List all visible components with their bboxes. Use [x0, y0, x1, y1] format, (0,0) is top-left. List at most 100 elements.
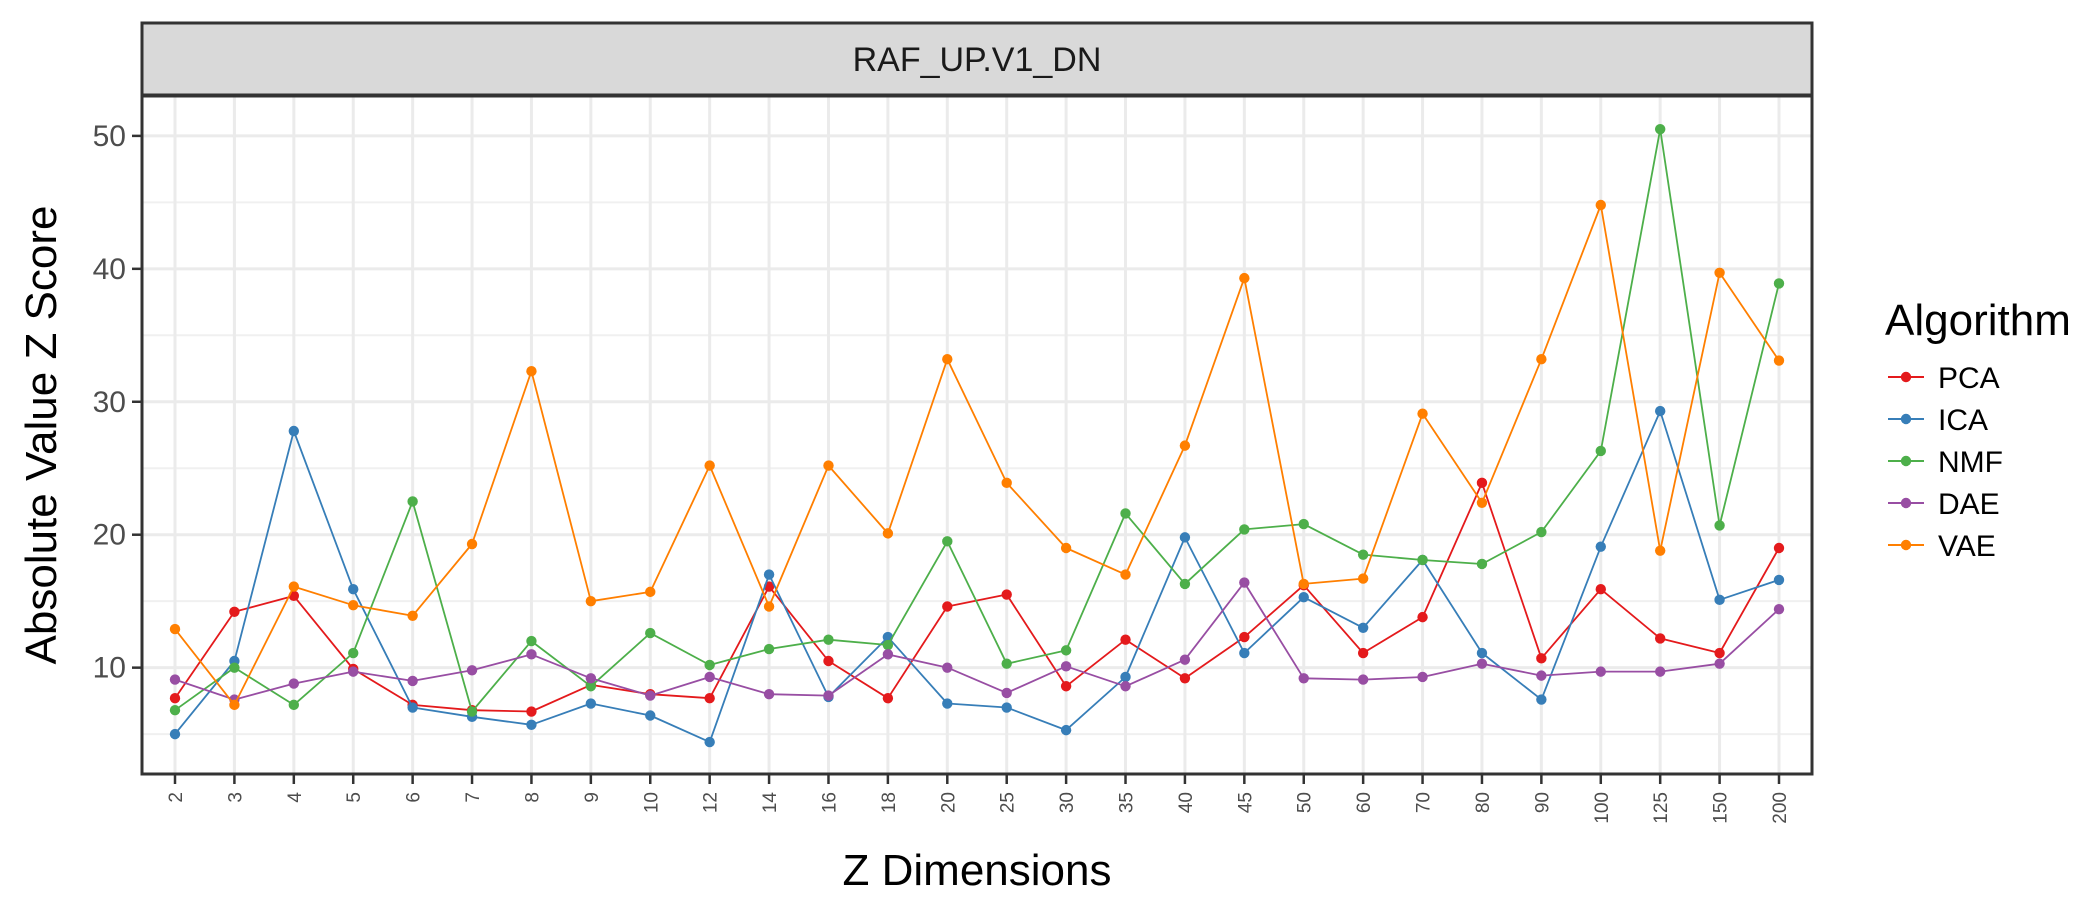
data-point-vae: [1417, 408, 1428, 419]
y-tick-label: 40: [93, 253, 126, 286]
data-point-nmf: [1060, 645, 1072, 656]
data-point-vae: [1179, 440, 1191, 451]
data-point-dae: [1476, 658, 1488, 669]
series-line-vae: [174, 204, 1780, 706]
data-point-nmf: [585, 681, 597, 692]
data-point-vae: [763, 601, 775, 612]
data-point-pca: [823, 655, 834, 667]
data-point-pca: [1001, 589, 1012, 600]
x-tick-label: 125: [1651, 792, 1672, 824]
data-point-pca: [704, 693, 715, 704]
data-point-pca: [1179, 673, 1191, 684]
y-axis-title: Absolute Value Z Score: [17, 206, 66, 665]
data-point-nmf: [1536, 526, 1547, 538]
facet-title: RAF_UP.V1_DN: [853, 41, 1102, 79]
data-point-vae: [1536, 354, 1547, 365]
x-tick-label: 5: [344, 792, 365, 803]
data-point-nmf: [1714, 520, 1725, 531]
data-point-vae: [407, 610, 418, 621]
x-tick-label: 60: [1354, 792, 1375, 813]
data-point-ica: [1536, 694, 1547, 705]
legend: Algorithm PCA ICA NMF DAE VAE: [1885, 296, 2071, 563]
y-tick-label: 10: [93, 652, 126, 685]
data-point-nmf: [882, 639, 894, 651]
series-vae: [169, 199, 1785, 711]
x-tick-label: 16: [819, 792, 840, 813]
data-point-ica: [348, 584, 359, 595]
x-tick-label: 90: [1532, 792, 1553, 813]
data-point-pca: [1357, 647, 1369, 659]
data-point-vae: [229, 699, 240, 711]
legend-key-point: [1900, 455, 1912, 467]
data-point-nmf: [1120, 508, 1131, 519]
data-point-pca: [1060, 681, 1072, 692]
data-point-nmf: [1773, 278, 1785, 289]
series-line-dae: [174, 581, 1780, 701]
data-point-pca: [1773, 542, 1785, 554]
legend-item-ica: ICA: [1888, 404, 1988, 437]
x-tick-label: 14: [760, 792, 781, 814]
data-point-dae: [348, 666, 359, 677]
x-tick-label: 70: [1414, 792, 1435, 813]
data-point-ica: [169, 728, 181, 740]
x-tick-label: 2: [166, 792, 187, 803]
data-point-vae: [1595, 199, 1606, 211]
legend-key-point: [1900, 497, 1912, 509]
data-point-vae: [585, 595, 597, 607]
data-point-nmf: [1417, 554, 1428, 566]
data-point-ica: [645, 710, 656, 721]
data-point-vae: [1714, 267, 1725, 279]
legend-item-nmf: NMF: [1888, 446, 2003, 479]
data-point-nmf: [169, 704, 181, 716]
x-tick-label: 45: [1235, 792, 1256, 813]
data-point-nmf: [1357, 549, 1369, 560]
data-point-vae: [1357, 573, 1369, 584]
data-point-vae: [704, 460, 715, 471]
y-tick-label: 30: [93, 386, 126, 419]
legend-label: VAE: [1938, 530, 1996, 563]
x-tick-label: 80: [1473, 792, 1494, 813]
data-point-vae: [288, 581, 300, 592]
data-point-ica: [1298, 591, 1309, 603]
data-point-nmf: [645, 627, 656, 639]
data-point-nmf: [1595, 445, 1606, 457]
x-tick-label: 50: [1295, 792, 1316, 813]
series-line-nmf: [174, 128, 1780, 713]
data-point-nmf: [348, 647, 359, 659]
data-point-nmf: [1298, 518, 1309, 530]
data-point-vae: [466, 538, 478, 550]
data-point-nmf: [1001, 658, 1012, 669]
data-point-dae: [823, 690, 834, 701]
x-tick-label: 7: [463, 792, 484, 803]
data-point-ica: [1179, 532, 1191, 543]
data-point-ica: [1773, 574, 1785, 586]
x-tick-label: 35: [1117, 792, 1138, 813]
x-tick-label: 150: [1711, 792, 1732, 824]
data-point-pca: [1120, 634, 1131, 645]
data-point-dae: [1298, 673, 1309, 684]
data-point-dae: [763, 689, 775, 700]
legend-key-point: [1900, 539, 1912, 551]
x-tick-label: 3: [225, 792, 246, 803]
data-point-nmf: [1476, 558, 1488, 570]
data-point-dae: [1654, 666, 1666, 677]
data-point-dae: [407, 675, 418, 687]
data-point-vae: [1060, 542, 1072, 554]
series-ica: [169, 405, 1785, 748]
y-tick-label: 50: [93, 120, 126, 153]
legend-item-pca: PCA: [1888, 362, 2000, 395]
x-tick-label: 18: [879, 792, 900, 813]
data-point-vae: [823, 460, 834, 471]
legend-key-point: [1900, 413, 1912, 425]
data-point-dae: [1239, 577, 1250, 588]
data-point-dae: [1536, 670, 1547, 681]
x-tick-label: 25: [998, 792, 1019, 813]
data-point-ica: [1595, 541, 1606, 552]
legend-key-point: [1900, 371, 1912, 383]
data-point-pca: [882, 693, 894, 704]
legend-label: ICA: [1938, 404, 1988, 437]
data-point-nmf: [229, 662, 240, 673]
data-point-nmf: [526, 635, 537, 647]
data-point-dae: [1060, 661, 1072, 672]
